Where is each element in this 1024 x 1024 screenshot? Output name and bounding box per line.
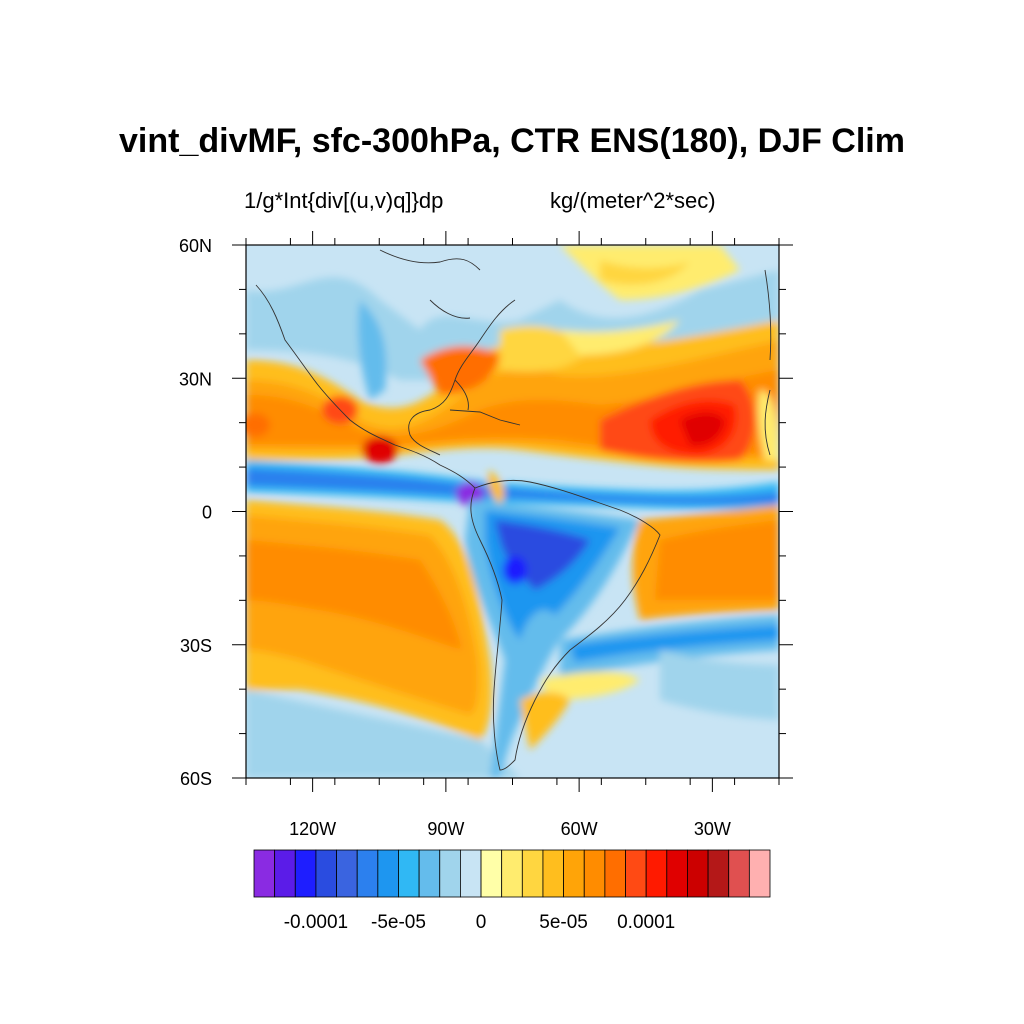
colorbar-swatch — [294, 849, 317, 898]
lon-tick-label: 30W — [694, 819, 731, 839]
colorbar-swatch — [398, 849, 420, 898]
colorbar-swatch — [707, 849, 730, 898]
colorbar-swatch — [377, 849, 399, 898]
variable-description: 1/g*Int{div[(u,v)q]}dp — [244, 188, 444, 213]
colorbar-swatch — [521, 849, 544, 898]
colorbar-swatch — [501, 849, 523, 898]
colorbar-label: 0 — [476, 912, 487, 933]
colorbar-swatch — [439, 849, 461, 898]
lat-tick-label: 60S — [180, 769, 212, 789]
colorbar-swatch — [418, 849, 441, 898]
lon-tick-label: 60W — [561, 819, 598, 839]
colorbar-swatch — [274, 849, 296, 898]
colorbar-swatch — [480, 849, 503, 898]
plot-title: vint_divMF, sfc-300hPa, CTR ENS(180), DJ… — [119, 122, 905, 160]
colorbar-swatch — [604, 849, 626, 898]
colorbar-swatch — [687, 849, 709, 898]
lat-tick-label: 60N — [179, 236, 212, 256]
lon-tick-label: 90W — [427, 819, 464, 839]
divergence-field — [246, 245, 779, 778]
colorbar-label: -0.0001 — [284, 912, 348, 933]
colorbar-swatch — [563, 849, 585, 898]
lon-tick-label: 120W — [289, 819, 336, 839]
lat-tick-label: 30N — [179, 369, 212, 389]
lat-tick-label: 0 — [202, 503, 212, 523]
colorbar-label: -5e-05 — [371, 912, 426, 933]
colorbar-swatch — [583, 849, 606, 898]
colorbar-swatch — [625, 849, 647, 898]
colorbar-swatch — [748, 849, 771, 898]
map-panel — [246, 245, 779, 778]
colorbar-swatch — [728, 849, 750, 898]
lat-tick-label: 30S — [180, 636, 212, 656]
coastlines — [255, 249, 772, 771]
colorbar-swatch — [315, 849, 337, 898]
colorbar-swatch — [336, 849, 358, 898]
colorbar-swatch — [666, 849, 688, 898]
colorbar-swatch — [645, 849, 668, 898]
colorbar: -0.0001 -5e-05 0 5e-05 0.0001 — [253, 849, 771, 933]
longitude-ticks: 120W 90W 60W 30W — [289, 231, 731, 839]
colorbar-label: 0.0001 — [617, 912, 675, 933]
colorbar-label: 5e-05 — [539, 912, 588, 933]
latitude-ticks: 60N 30N 0 30S 60S — [179, 236, 793, 789]
units-label: kg/(meter^2*sec) — [550, 188, 716, 213]
colorbar-swatch — [542, 849, 565, 898]
colorbar-swatch — [459, 849, 482, 898]
minor-ticks — [239, 238, 786, 785]
colorbar-swatch — [356, 849, 379, 898]
colorbar-swatch — [253, 849, 276, 898]
